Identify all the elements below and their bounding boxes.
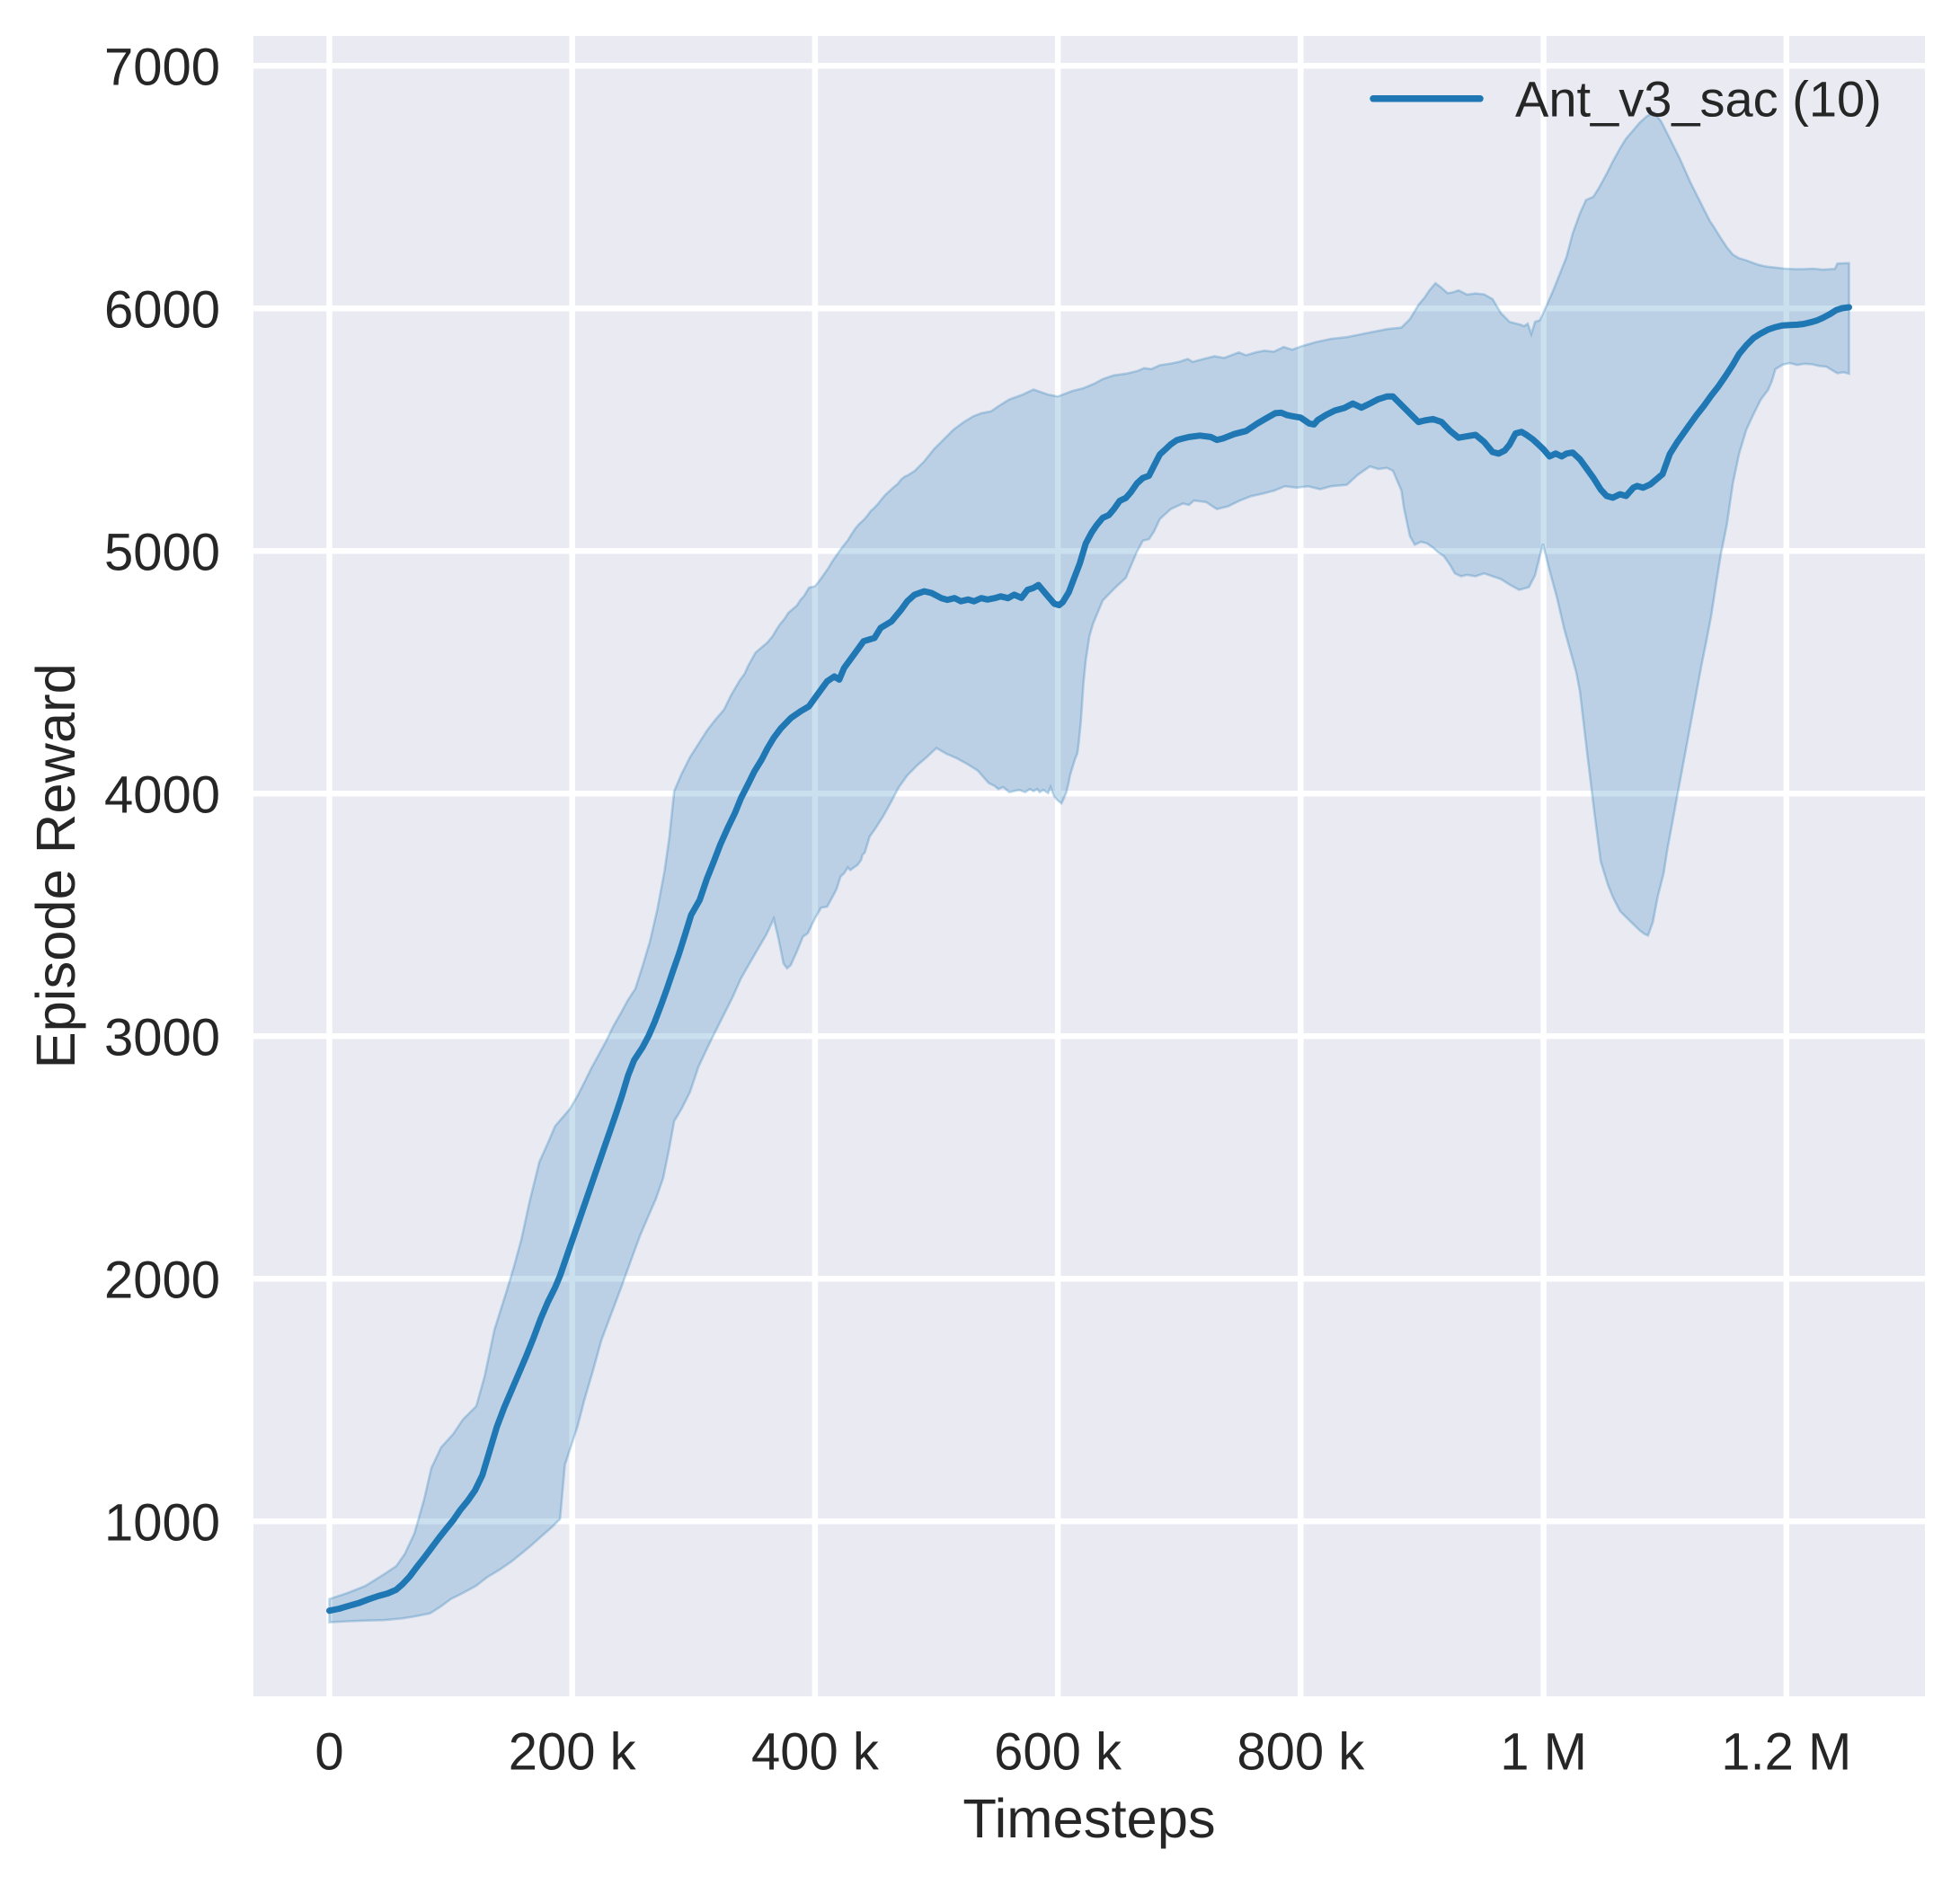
svg-text:Timesteps: Timesteps bbox=[962, 1788, 1215, 1850]
svg-text:400 k: 400 k bbox=[751, 1723, 880, 1782]
svg-text:6000: 6000 bbox=[104, 280, 220, 339]
svg-text:5000: 5000 bbox=[104, 523, 220, 581]
svg-text:800 k: 800 k bbox=[1237, 1723, 1365, 1782]
svg-text:7000: 7000 bbox=[104, 38, 220, 96]
svg-text:Episode Reward: Episode Reward bbox=[25, 663, 87, 1068]
svg-text:200 k: 200 k bbox=[509, 1723, 637, 1782]
svg-text:600 k: 600 k bbox=[994, 1723, 1122, 1782]
svg-text:3000: 3000 bbox=[104, 1008, 220, 1066]
svg-text:2000: 2000 bbox=[104, 1251, 220, 1309]
svg-text:Ant_v3_sac (10): Ant_v3_sac (10) bbox=[1515, 71, 1882, 128]
svg-text:0: 0 bbox=[315, 1723, 343, 1782]
svg-text:1 M: 1 M bbox=[1500, 1723, 1587, 1782]
svg-text:1000: 1000 bbox=[104, 1493, 220, 1552]
svg-text:1.2 M: 1.2 M bbox=[1721, 1723, 1851, 1782]
svg-text:4000: 4000 bbox=[104, 766, 220, 824]
